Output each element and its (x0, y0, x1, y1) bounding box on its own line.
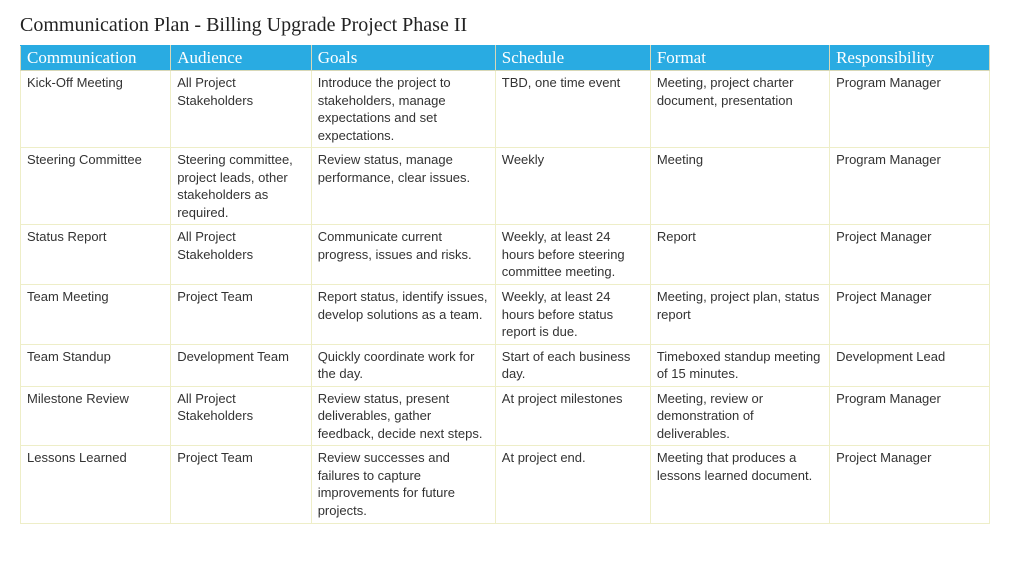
cell-format: Report (650, 225, 829, 285)
cell-communication: Status Report (21, 225, 171, 285)
cell-format: Meeting, project charter document, prese… (650, 71, 829, 148)
page-title: Communication Plan - Billing Upgrade Pro… (20, 10, 990, 45)
cell-responsibility: Project Manager (830, 225, 990, 285)
table-body: Kick-Off MeetingAll Project Stakeholders… (21, 71, 990, 524)
table-row: Lessons LearnedProject TeamReview succes… (21, 446, 990, 523)
cell-responsibility: Project Manager (830, 285, 990, 345)
cell-schedule: At project milestones (495, 386, 650, 446)
cell-audience: All Project Stakeholders (171, 225, 312, 285)
cell-goals: Review status, present deliverables, gat… (311, 386, 495, 446)
cell-schedule: Weekly, at least 24 hours before steerin… (495, 225, 650, 285)
cell-responsibility: Program Manager (830, 386, 990, 446)
cell-communication: Kick-Off Meeting (21, 71, 171, 148)
cell-goals: Introduce the project to stakeholders, m… (311, 71, 495, 148)
cell-audience: Steering committee, project leads, other… (171, 148, 312, 225)
cell-communication: Milestone Review (21, 386, 171, 446)
cell-communication: Team Standup (21, 344, 171, 386)
cell-communication: Team Meeting (21, 285, 171, 345)
table-row: Milestone ReviewAll Project Stakeholders… (21, 386, 990, 446)
cell-format: Meeting, project plan, status report (650, 285, 829, 345)
table-header: Communication Audience Goals Schedule Fo… (21, 46, 990, 71)
table-row: Status ReportAll Project StakeholdersCom… (21, 225, 990, 285)
cell-audience: Development Team (171, 344, 312, 386)
cell-responsibility: Development Lead (830, 344, 990, 386)
table-row: Steering CommitteeSteering committee, pr… (21, 148, 990, 225)
cell-audience: Project Team (171, 446, 312, 523)
table-row: Kick-Off MeetingAll Project Stakeholders… (21, 71, 990, 148)
cell-schedule: At project end. (495, 446, 650, 523)
table-row: Team MeetingProject TeamReport status, i… (21, 285, 990, 345)
table-row: Team StandupDevelopment TeamQuickly coor… (21, 344, 990, 386)
cell-goals: Report status, identify issues, develop … (311, 285, 495, 345)
col-header-schedule: Schedule (495, 46, 650, 71)
cell-format: Meeting that produces a lessons learned … (650, 446, 829, 523)
cell-responsibility: Program Manager (830, 71, 990, 148)
cell-goals: Review successes and failures to capture… (311, 446, 495, 523)
cell-audience: All Project Stakeholders (171, 71, 312, 148)
cell-audience: All Project Stakeholders (171, 386, 312, 446)
cell-format: Timeboxed standup meeting of 15 minutes. (650, 344, 829, 386)
col-header-format: Format (650, 46, 829, 71)
cell-schedule: TBD, one time event (495, 71, 650, 148)
cell-goals: Review status, manage performance, clear… (311, 148, 495, 225)
cell-responsibility: Program Manager (830, 148, 990, 225)
cell-communication: Lessons Learned (21, 446, 171, 523)
cell-responsibility: Project Manager (830, 446, 990, 523)
col-header-goals: Goals (311, 46, 495, 71)
cell-schedule: Weekly, at least 24 hours before status … (495, 285, 650, 345)
cell-goals: Quickly coordinate work for the day. (311, 344, 495, 386)
col-header-communication: Communication (21, 46, 171, 71)
cell-communication: Steering Committee (21, 148, 171, 225)
cell-format: Meeting, review or demonstration of deli… (650, 386, 829, 446)
cell-schedule: Start of each business day. (495, 344, 650, 386)
col-header-responsibility: Responsibility (830, 46, 990, 71)
cell-goals: Communicate current progress, issues and… (311, 225, 495, 285)
col-header-audience: Audience (171, 46, 312, 71)
communication-plan-table: Communication Audience Goals Schedule Fo… (20, 45, 990, 524)
cell-format: Meeting (650, 148, 829, 225)
cell-audience: Project Team (171, 285, 312, 345)
cell-schedule: Weekly (495, 148, 650, 225)
